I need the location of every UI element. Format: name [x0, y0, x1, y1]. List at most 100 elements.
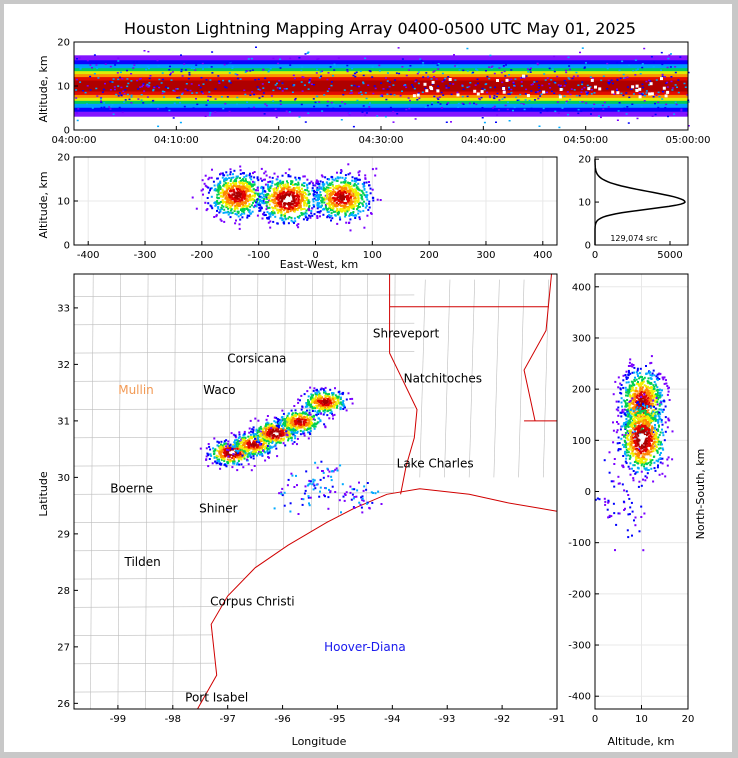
map-source-dot	[316, 422, 319, 425]
map-source-dot	[240, 455, 243, 458]
ew-source-dot	[354, 202, 357, 205]
time-source-dot	[386, 88, 389, 90]
map-scatter-dot	[362, 489, 365, 492]
time-source-dot	[231, 65, 234, 68]
ew-source-dot	[287, 222, 290, 225]
ew-source-dot	[315, 181, 318, 184]
ew-source-dot	[331, 198, 334, 201]
time-source-dot	[560, 84, 562, 87]
time-source-dot	[437, 68, 440, 70]
ew-source-dot	[241, 188, 244, 191]
time-source-dot	[257, 88, 260, 91]
ew-source-dot	[287, 196, 290, 199]
ew-source-dot	[297, 183, 300, 186]
ew-source-dot	[324, 176, 327, 179]
ew-source-dot	[282, 213, 285, 216]
ew-source-dot	[216, 209, 218, 212]
ew-source-dot	[353, 177, 356, 180]
ew-source-dot	[375, 167, 378, 170]
time-source-dot	[75, 97, 78, 99]
map-source-dot	[264, 437, 267, 440]
ew-source-dot	[277, 203, 280, 206]
map-source-dot	[309, 433, 312, 436]
time-source-dot	[583, 67, 586, 69]
map-source-dot	[270, 446, 273, 449]
time-source-dot	[616, 78, 619, 81]
map-source-dot	[234, 434, 237, 437]
time-source-dot	[339, 105, 342, 107]
map-source-dot	[268, 429, 270, 432]
ew-source-dot	[339, 171, 342, 174]
time-source-dot	[454, 65, 457, 67]
map-source-dot	[224, 455, 227, 457]
map-source-dot	[268, 450, 271, 453]
time-source-dot	[389, 93, 392, 96]
ew-source-dot	[365, 202, 368, 205]
time-source-dot	[424, 106, 427, 108]
map-source-dot	[242, 449, 245, 452]
ew-source-dot	[285, 207, 288, 210]
ew-source-dot	[349, 190, 351, 193]
ew-source-dot	[246, 214, 249, 217]
map-source-dot	[214, 449, 217, 451]
time-source-dot	[244, 71, 247, 73]
time-source-dot	[622, 73, 625, 76]
ew-source-dot	[276, 175, 279, 178]
time-source-dot	[151, 100, 154, 102]
map-scatter-dot	[314, 487, 317, 490]
map-source-dot	[324, 397, 327, 400]
time-source-dot	[631, 103, 634, 105]
map-source-dot	[327, 404, 330, 406]
map-source-dot	[218, 450, 221, 453]
map-source-dot	[265, 427, 268, 430]
time-source-dot	[371, 66, 374, 68]
time-source-dot	[253, 93, 255, 96]
ew-source-dot	[267, 186, 270, 189]
time-source-dot	[450, 121, 452, 123]
ew-source-dot	[239, 214, 242, 217]
map-source-dot	[268, 438, 271, 441]
time-source-dot	[91, 67, 93, 69]
ew-source-dot	[203, 182, 206, 185]
map-scatter-dot	[312, 480, 315, 483]
time-source-dot	[567, 77, 570, 79]
time-source-dot	[340, 119, 343, 121]
ew-source-dot	[238, 182, 241, 185]
map-source-dot	[223, 458, 226, 461]
time-tick-label: 04:00:00	[52, 135, 97, 146]
ew-source-dot	[217, 189, 220, 192]
time-source-dot	[123, 92, 126, 95]
time-source-dot	[117, 85, 120, 87]
ew-source-dot	[245, 189, 248, 192]
source-count-annotation: 129,074 src	[610, 234, 657, 243]
time-source-dot	[447, 76, 450, 78]
ew-source-dot	[333, 199, 336, 202]
map-source-dot	[241, 441, 243, 444]
time-source-dot	[444, 77, 447, 80]
map-source-dot	[271, 424, 274, 427]
time-source-dot	[239, 78, 242, 80]
map-source-dot	[251, 437, 253, 440]
ew-source-dot	[204, 201, 207, 204]
ns-source-dot	[629, 407, 632, 410]
time-source-dot	[132, 61, 135, 63]
time-source-dot	[554, 82, 557, 84]
map-source-dot	[330, 405, 333, 408]
time-core-dot	[505, 78, 509, 82]
time-source-dot	[121, 78, 124, 80]
map-source-dot	[242, 456, 245, 459]
map-source-dot	[248, 441, 251, 444]
time-source-dot	[104, 63, 107, 65]
map-source-dot	[219, 467, 222, 470]
time-source-dot	[362, 81, 365, 83]
ew-source-dot	[244, 193, 247, 195]
map-scatter-dot	[289, 510, 292, 513]
time-source-dot	[510, 69, 513, 71]
ew-source-dot	[265, 208, 268, 211]
map-source-dot	[252, 440, 255, 443]
map-source-dot	[315, 413, 318, 416]
map-source-dot	[216, 449, 219, 452]
time-core-dot	[616, 91, 620, 95]
map-source-dot	[295, 420, 298, 423]
ew-source-dot	[280, 208, 283, 211]
